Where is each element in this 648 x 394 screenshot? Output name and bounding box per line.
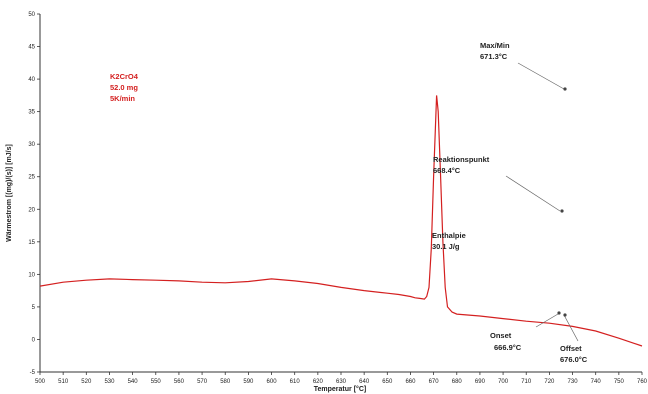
onset-leader-line xyxy=(535,313,559,328)
series-line xyxy=(39,95,643,347)
y-tick-label: 50 xyxy=(28,12,35,18)
x-tick-label: 540 xyxy=(128,379,139,385)
onset-value: 666.9°C xyxy=(494,343,522,352)
x-tick-label: 510 xyxy=(58,379,69,385)
x-axis-title: Temperatur [°C] xyxy=(314,385,366,393)
y-tick-label: 5 xyxy=(32,305,36,311)
x-tick-label: 580 xyxy=(220,379,231,385)
y-tick-label: 25 xyxy=(28,175,35,181)
max-label: Max/Min xyxy=(480,41,510,50)
onset-label: Onset xyxy=(490,331,512,340)
heating-rate: 5K/min xyxy=(110,94,135,103)
max-marker xyxy=(563,87,567,91)
x-tick-label: 690 xyxy=(475,379,486,385)
x-tick-label: 630 xyxy=(336,379,347,385)
offset-marker xyxy=(563,313,567,317)
y-tick-label: 45 xyxy=(28,45,35,51)
y-tick-group: -5 0 5 10 15 20 25 30 35 40 45 50 xyxy=(28,12,40,376)
x-tick-label: 650 xyxy=(382,379,393,385)
offset-label: Offset xyxy=(560,344,582,353)
sample-mass: 52.0 mg xyxy=(110,83,138,92)
max-leader-line xyxy=(517,62,565,90)
x-tick-label: 710 xyxy=(521,379,532,385)
x-tick-label: 590 xyxy=(243,379,254,385)
x-tick-label: 680 xyxy=(452,379,463,385)
y-tick-label: -5 xyxy=(30,370,36,376)
reaction-leader-line xyxy=(505,175,561,212)
enthalpy-label: Enthalpie xyxy=(432,231,466,240)
x-tick-label: 670 xyxy=(429,379,440,385)
offset-value: 676.0°C xyxy=(560,355,588,364)
x-tick-label: 720 xyxy=(544,379,555,385)
x-tick-label: 640 xyxy=(359,379,370,385)
max-value: 671.3°C xyxy=(480,52,508,61)
x-tick-label: 740 xyxy=(591,379,602,385)
x-tick-label: 560 xyxy=(174,379,185,385)
x-tick-label: 760 xyxy=(637,379,648,385)
x-tick-label: 610 xyxy=(290,379,301,385)
x-tick-label: 620 xyxy=(313,379,324,385)
reaction-marker xyxy=(560,209,564,213)
x-tick-label: 750 xyxy=(614,379,625,385)
x-tick-label: 600 xyxy=(267,379,278,385)
y-axis-title: Wärmestrom [(mg)/(s)] [mJ/s] xyxy=(6,144,13,242)
x-tick-label: 730 xyxy=(568,379,579,385)
y-tick-label: 20 xyxy=(28,207,35,213)
reaction-label: Reaktionspunkt xyxy=(433,155,490,164)
y-tick-label: 40 xyxy=(28,77,35,83)
y-tick-label: 30 xyxy=(28,142,35,148)
offset-leader-line xyxy=(563,314,579,342)
x-tick-label: 500 xyxy=(35,379,46,385)
x-tick-label: 520 xyxy=(81,379,92,385)
x-tick-group: 500 510 520 530 540 550 560 570 580 590 600 610 620 6… xyxy=(35,372,648,385)
x-tick-label: 570 xyxy=(197,379,208,385)
x-tick-label: 530 xyxy=(104,379,115,385)
reaction-value: 668.4°C xyxy=(433,166,461,175)
sample-name: K2CrO4 xyxy=(110,72,139,81)
x-tick-label: 700 xyxy=(498,379,509,385)
x-tick-label: 550 xyxy=(151,379,162,385)
y-tick-label: 35 xyxy=(28,110,35,116)
y-tick-label: 0 xyxy=(32,337,36,343)
y-tick-label: 15 xyxy=(28,240,35,246)
enthalpy-value: 30.1 J/g xyxy=(432,242,460,251)
x-tick-label: 660 xyxy=(405,379,416,385)
y-tick-label: 10 xyxy=(28,272,35,278)
onset-marker xyxy=(557,311,561,315)
